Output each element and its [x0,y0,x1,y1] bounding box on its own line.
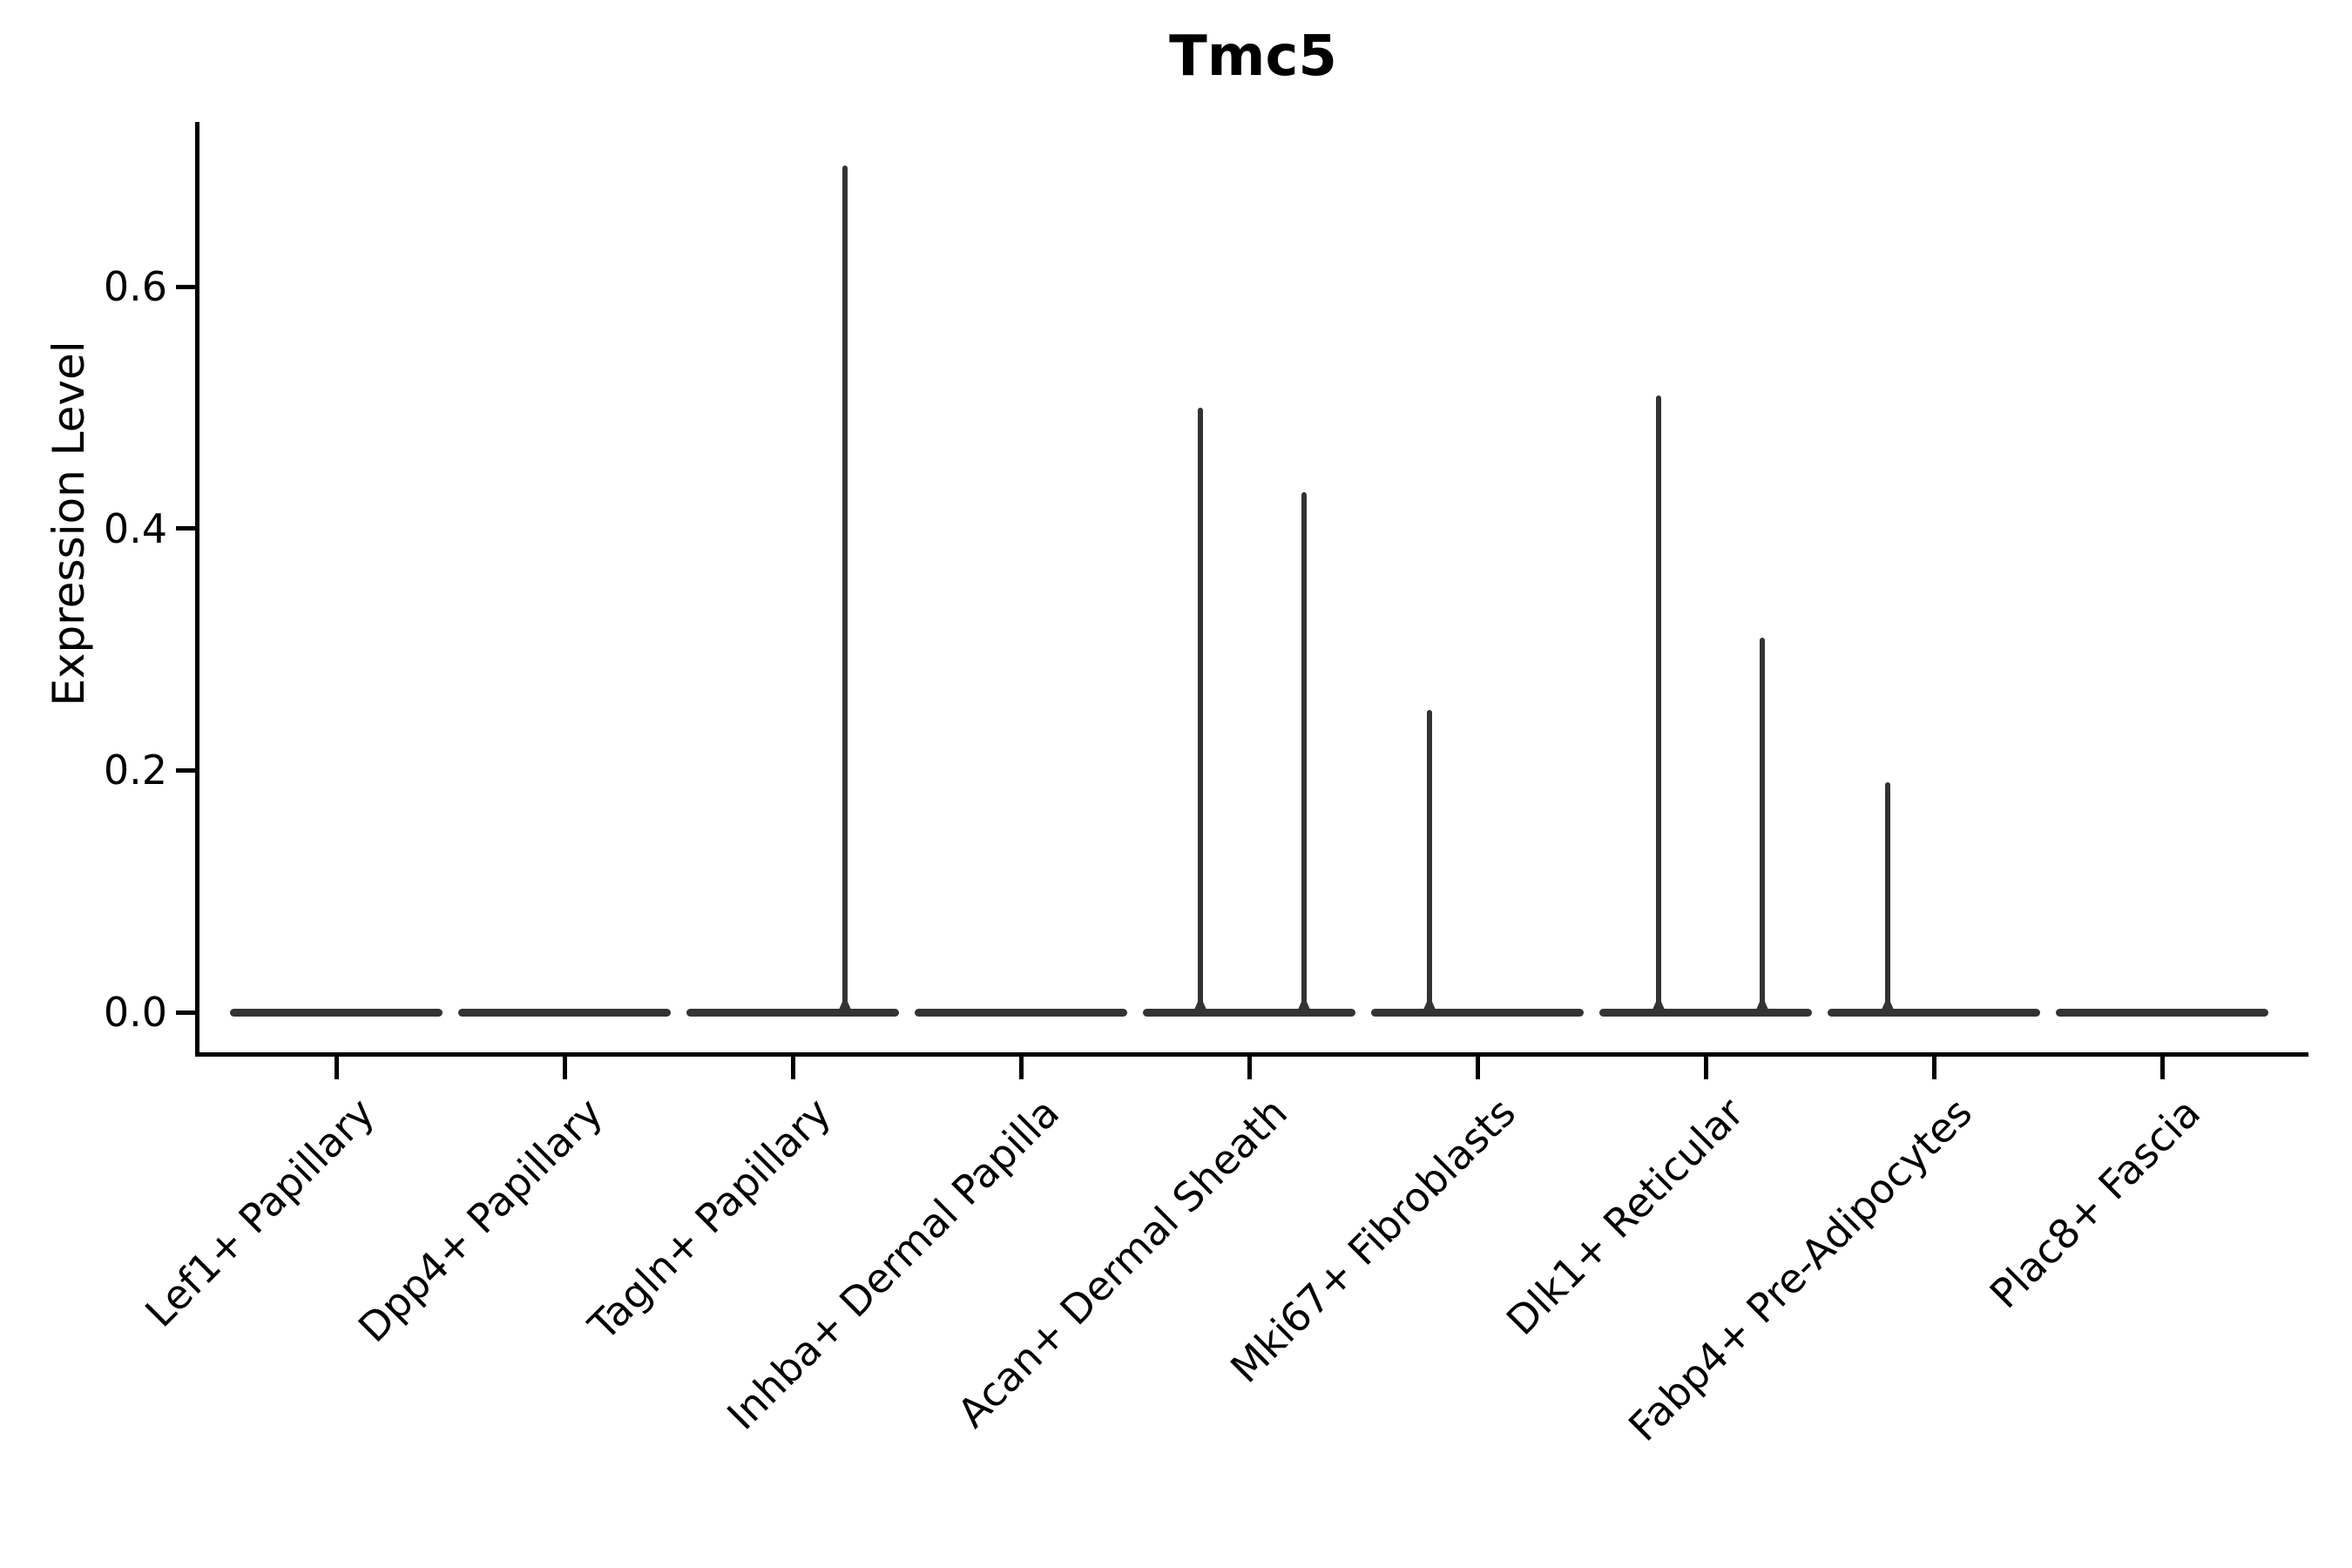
violin-spike [1427,710,1432,1016]
violin-spike-base-flare [1756,996,1768,1010]
violin-body [1371,1008,1584,1017]
violin-spike [1656,395,1661,1016]
x-tick [1018,1057,1024,1079]
x-tick-label: Tagln+ Papillary [579,1088,841,1349]
violin-spike-base-flare [1882,996,1894,1010]
x-tick-label: Mki67+ Fibroblasts [1221,1088,1525,1392]
violin-spike-base-flare [839,996,851,1010]
violin-spike [1301,492,1307,1016]
violin-body [1828,1008,2040,1017]
y-tick-label: 0.0 [103,989,167,1036]
violin-body [915,1008,1127,1017]
y-tick-label: 0.6 [103,263,167,311]
violin-spike [1760,637,1765,1016]
y-tick [176,526,195,531]
violin-body [458,1008,671,1017]
y-tick [176,767,195,773]
violin-spike [1885,782,1890,1016]
violin-body [686,1008,899,1017]
violin-body [1599,1008,1812,1017]
y-tick-label: 0.2 [103,747,167,794]
violin-body [1143,1008,1355,1017]
x-tick [1475,1057,1480,1079]
violin-spike-base-flare [1652,996,1665,1010]
x-tick [790,1057,795,1079]
x-tick-label: Dlk1+ Reticular [1497,1088,1754,1345]
x-tick [562,1057,567,1079]
x-tick-label: Fabp4+ Pre-Adipocytes [1619,1088,1982,1450]
y-tick [176,1010,195,1015]
violin-body [2056,1008,2268,1017]
y-axis-spine [195,122,199,1057]
violin-body [230,1008,443,1017]
x-tick [1247,1057,1252,1079]
violin-spike-base-flare [1298,996,1310,1010]
x-tick-label: Inhba+ Dermal Papilla [718,1088,1069,1439]
violin-spike [1198,408,1203,1016]
y-tick-label: 0.4 [103,504,167,552]
violin-spike [842,166,848,1016]
y-tick [176,284,195,289]
x-tick-label: Dpp4+ Papillary [348,1088,612,1352]
x-tick-label: Plac8+ Fascia [1980,1088,2210,1318]
x-tick [1703,1057,1708,1079]
x-axis-spine [195,1052,2308,1057]
x-tick [1931,1057,1936,1079]
violin-spike-base-flare [1423,996,1436,1010]
x-tick [2159,1057,2165,1079]
chart-title: Tmc5 [1169,24,1337,89]
x-tick [334,1057,339,1079]
x-tick-label: Acan+ Dermal Sheath [948,1088,1297,1437]
violin-spike-base-flare [1194,996,1206,1010]
